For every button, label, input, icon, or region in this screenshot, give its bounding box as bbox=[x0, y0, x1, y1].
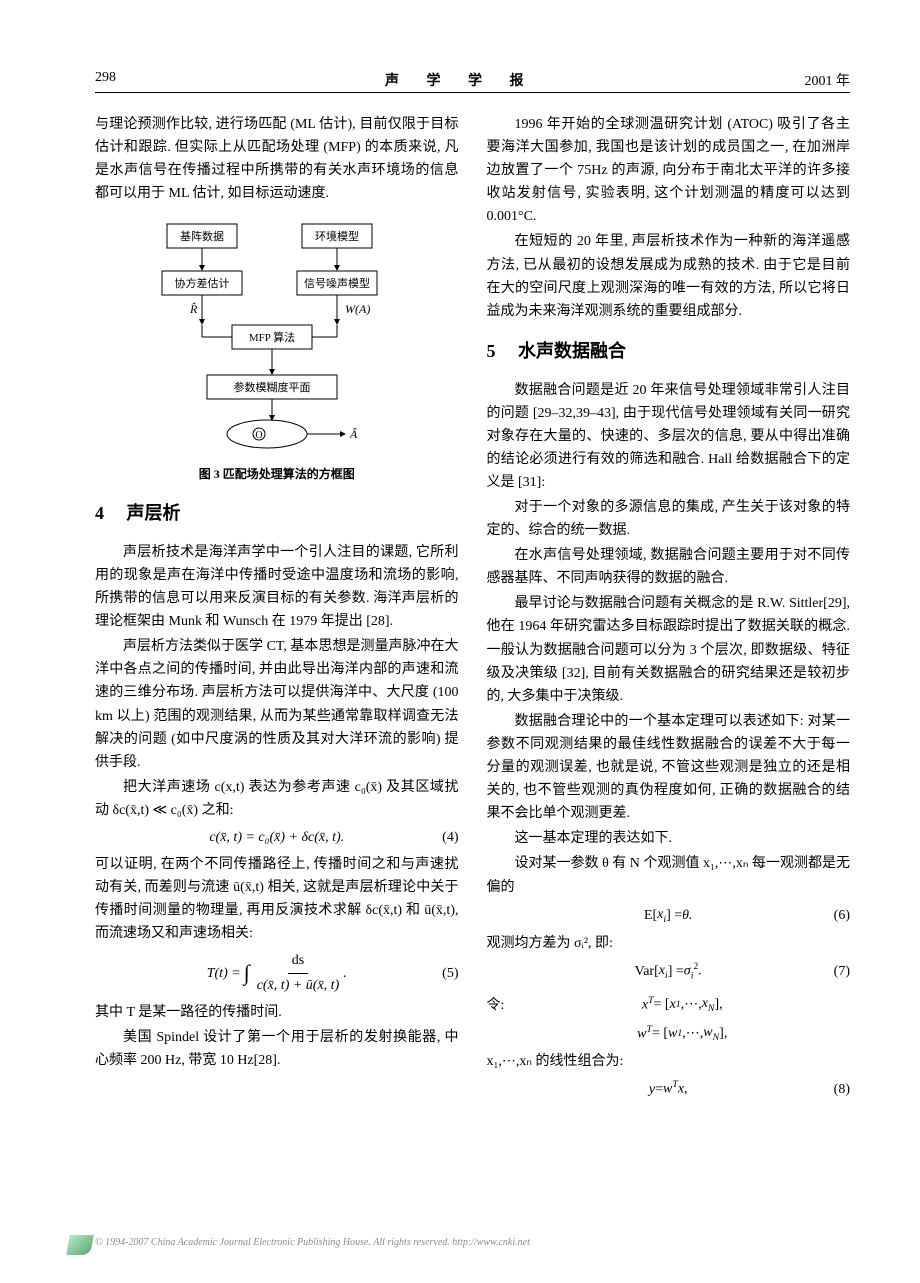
equation-8: y = wTx, (8) bbox=[487, 1077, 851, 1101]
section-4-number: 4 bbox=[95, 499, 122, 529]
eq8-num: (8) bbox=[834, 1078, 850, 1101]
let-row: 令: xT = [x1,⋯,xN], wT = [w1,⋯,wN], bbox=[487, 988, 851, 1050]
left-p2: 声层析技术是海洋声学中一个引人注目的课题, 它所利用的现象是声在海洋中传播时受途… bbox=[95, 541, 459, 633]
right-p9: 设对某一参数 θ 有 N 个观测值 x₁,⋯,xₙ 每一观测都是无偏的 bbox=[487, 852, 851, 898]
eq4-num: (4) bbox=[442, 826, 458, 849]
section-5-number: 5 bbox=[487, 337, 514, 367]
right-column: 1996 年开始的全球测温研究计划 (ATOC) 吸引了各主要海洋大国参加, 我… bbox=[487, 113, 851, 1105]
equation-5: T(t) = ∫ ds c(x̄, t) + ū(x̄, t) . (5) bbox=[95, 949, 459, 996]
figure-3-diagram: 基阵数据 环境模型 协方差估计 信号噪声模型 R̂ bbox=[147, 219, 407, 485]
right-p2: 在短短的 20 年里, 声层析技术作为一种新的海洋遥感方法, 已从最初的设想发展… bbox=[487, 230, 851, 322]
equation-7: Var[xi] = σi2. (7) bbox=[487, 959, 851, 985]
box-array-data: 基阵数据 bbox=[180, 229, 224, 243]
eq5-lhs: T(t) = bbox=[207, 962, 241, 985]
eq6-num: (6) bbox=[834, 904, 850, 927]
section-4-title: 声层析 bbox=[127, 503, 181, 523]
eq-x-transpose: xT = [x1,⋯,xN], bbox=[515, 992, 851, 1017]
left-p4: 把大洋声速场 c(x,t) 表达为参考声速 c₀(x̄) 及其区域扰动 δc(x… bbox=[95, 776, 459, 822]
page-header: 298 声 学 学 报 2001 年 bbox=[95, 70, 850, 93]
right-p3: 数据融合问题是近 20 年来信号处理领域非常引人注目的问题 [29–32,39–… bbox=[487, 379, 851, 494]
box-mfp: MFP 算法 bbox=[249, 330, 295, 344]
left-p1: 与理论预测作比较, 进行场匹配 (ML 估计), 目前仅限于目标估计和跟踪. 但… bbox=[95, 113, 459, 205]
right-p6: 最早讨论与数据融合问题有关概念的是 R.W. Sittler[29], 他在 1… bbox=[487, 592, 851, 707]
page-number: 298 bbox=[95, 70, 116, 90]
label-w-a: W(A) bbox=[345, 302, 370, 316]
eq4-body: c(x̄, t) = c₀(x̄) + δc(x̄, t). bbox=[209, 826, 344, 849]
box-ambiguity: 参数模糊度平面 bbox=[233, 380, 310, 394]
left-column: 与理论预测作比较, 进行场匹配 (ML 估计), 目前仅限于目标估计和跟踪. 但… bbox=[95, 113, 459, 1105]
year: 2001 年 bbox=[805, 70, 851, 90]
right-p10: 观测均方差为 σᵢ², 即: bbox=[487, 932, 851, 955]
box-noise-model: 信号噪声模型 bbox=[304, 276, 370, 290]
left-p5: 可以证明, 在两个不同传播路径上, 传播时间之和与声速扰动有关, 而差则与流速 … bbox=[95, 853, 459, 945]
eq-w-transpose: wT = [w1,⋯,wN], bbox=[515, 1021, 851, 1046]
section-5-title: 水声数据融合 bbox=[518, 341, 626, 361]
eq5-num: (5) bbox=[442, 962, 458, 985]
content-columns: 与理论预测作比较, 进行场匹配 (ML 估计), 目前仅限于目标估计和跟踪. 但… bbox=[95, 113, 850, 1105]
equation-6: E[xi] = θ. (6) bbox=[487, 903, 851, 928]
left-p3: 声层析方法类似于医学 CT, 基本思想是测量声脉冲在大洋中各点之间的传播时间, … bbox=[95, 635, 459, 774]
loop-o: O bbox=[255, 430, 262, 441]
let-label: 令: bbox=[487, 994, 515, 1017]
box-env-model: 环境模型 bbox=[315, 229, 359, 243]
figure-3-caption: 图 3 匹配场处理算法的方框图 bbox=[147, 465, 407, 485]
right-p12: x₁,⋯,xₙ 的线性组合为: bbox=[487, 1050, 851, 1073]
right-p1: 1996 年开始的全球测温研究计划 (ATOC) 吸引了各主要海洋大国参加, 我… bbox=[487, 113, 851, 228]
eq5-frac-den: c(x̄, t) + ū(x̄, t) bbox=[253, 974, 344, 997]
box-covar-est: 协方差估计 bbox=[174, 276, 229, 290]
journal-title: 声 学 学 报 bbox=[385, 70, 536, 90]
section-5-heading: 5 水声数据融合 bbox=[487, 337, 851, 367]
footer-copyright: © 1994-2007 China Academic Journal Elect… bbox=[95, 1237, 530, 1248]
equation-4: c(x̄, t) = c₀(x̄) + δc(x̄, t). (4) bbox=[95, 826, 459, 849]
eq5-frac-num: ds bbox=[288, 949, 308, 973]
label-r-hat: R̂ bbox=[189, 302, 198, 316]
page-curl-icon bbox=[66, 1235, 94, 1255]
right-p7: 数据融合理论中的一个基本定理可以表述如下: 对某一参数不同观测结果的最佳线性数据… bbox=[487, 710, 851, 825]
right-p4: 对于一个对象的多源信息的集成, 产生关于该对象的特定的、综合的统一数据. bbox=[487, 496, 851, 542]
right-p5: 在水声信号处理领域, 数据融合问题主要用于对不同传感器基阵、不同声呐获得的数据的… bbox=[487, 544, 851, 590]
left-p7: 美国 Spindel 设计了第一个用于层析的发射换能器, 中心频率 200 Hz… bbox=[95, 1026, 459, 1072]
left-p6: 其中 T 是某一路径的传播时间. bbox=[95, 1001, 459, 1024]
section-4-heading: 4 声层析 bbox=[95, 499, 459, 529]
label-a-hat: Â bbox=[349, 427, 358, 441]
right-p8: 这一基本定理的表达如下. bbox=[487, 827, 851, 850]
eq7-num: (7) bbox=[834, 960, 850, 983]
